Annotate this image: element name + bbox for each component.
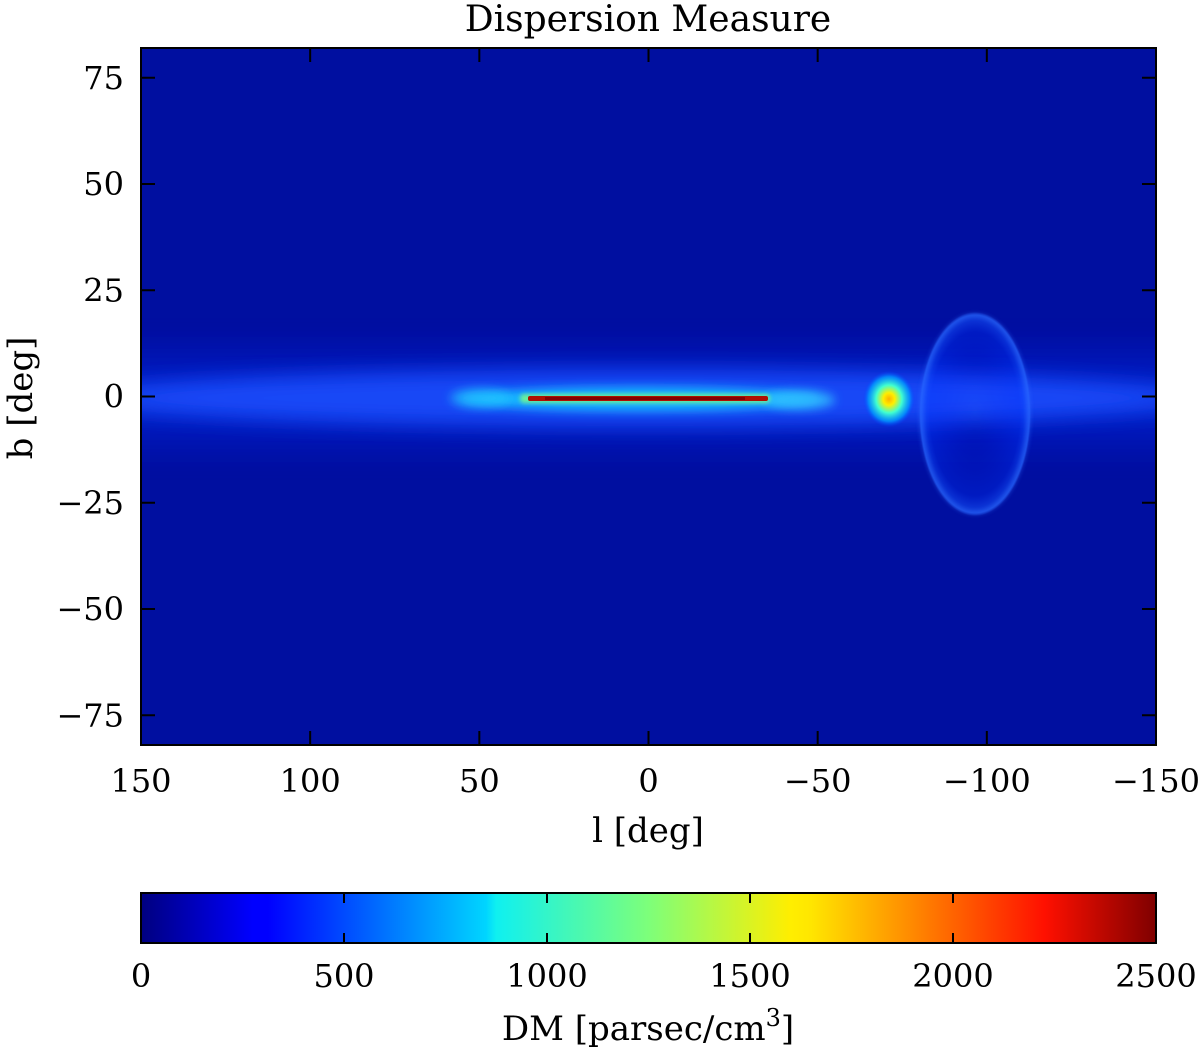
x-tick-label: 50 bbox=[459, 762, 500, 800]
colorbar-label-main: DM [parsec/cm bbox=[502, 1009, 766, 1049]
colorbar-label: DM [parsec/cm3] bbox=[502, 1004, 794, 1049]
y-tick-label: 25 bbox=[83, 271, 124, 309]
compact-source bbox=[863, 371, 915, 427]
heatmap-plot-area bbox=[141, 48, 1156, 745]
chart-title: Dispersion Measure bbox=[465, 0, 832, 40]
x-tick-label: 150 bbox=[110, 762, 171, 800]
y-tick-label: −75 bbox=[56, 696, 124, 734]
shell-ellipse bbox=[919, 312, 1031, 516]
colorbar-label-suffix: ] bbox=[781, 1009, 794, 1049]
x-tick-label: 0 bbox=[638, 762, 658, 800]
colorbar-tick-label: 2000 bbox=[912, 957, 993, 995]
y-tick-label: 0 bbox=[104, 378, 124, 416]
y-axis: 75 50 25 0 −25 −50 −75 bbox=[56, 59, 1156, 734]
shell-ellipse-rim bbox=[919, 313, 1031, 515]
colorbar-tick-label: 2500 bbox=[1115, 957, 1196, 995]
ridge-hot-core bbox=[545, 397, 745, 400]
y-tick-label: 50 bbox=[83, 165, 124, 203]
x-axis-title: l [deg] bbox=[592, 811, 704, 851]
y-tick-label: 75 bbox=[83, 59, 124, 97]
y-tick-label: −25 bbox=[56, 484, 124, 522]
colorbar: 0 500 1000 1500 2000 2500 DM [parsec/cm3] bbox=[131, 892, 1197, 1049]
inner-glow-right bbox=[765, 391, 835, 409]
x-tick-label: −50 bbox=[784, 762, 852, 800]
colorbar-gradient bbox=[140, 892, 1157, 944]
x-tick-label: 100 bbox=[280, 762, 341, 800]
y-axis-title: b [deg] bbox=[1, 337, 41, 460]
colorbar-tick-label: 1000 bbox=[506, 957, 587, 995]
colorbar-tick-label: 500 bbox=[313, 957, 374, 995]
y-tick-label: −50 bbox=[56, 590, 124, 628]
colorbar-tick-label: 0 bbox=[131, 957, 151, 995]
x-axis: 150 100 50 0 −50 −100 −150 bbox=[110, 48, 1200, 800]
inner-glow-left bbox=[450, 389, 510, 407]
colorbar-tick-label: 1500 bbox=[709, 957, 790, 995]
x-tick-label: −100 bbox=[943, 762, 1031, 800]
colorbar-ticks: 0 500 1000 1500 2000 2500 bbox=[131, 893, 1197, 995]
x-tick-label: −150 bbox=[1112, 762, 1200, 800]
colorbar-label-superscript: 3 bbox=[766, 1004, 781, 1032]
